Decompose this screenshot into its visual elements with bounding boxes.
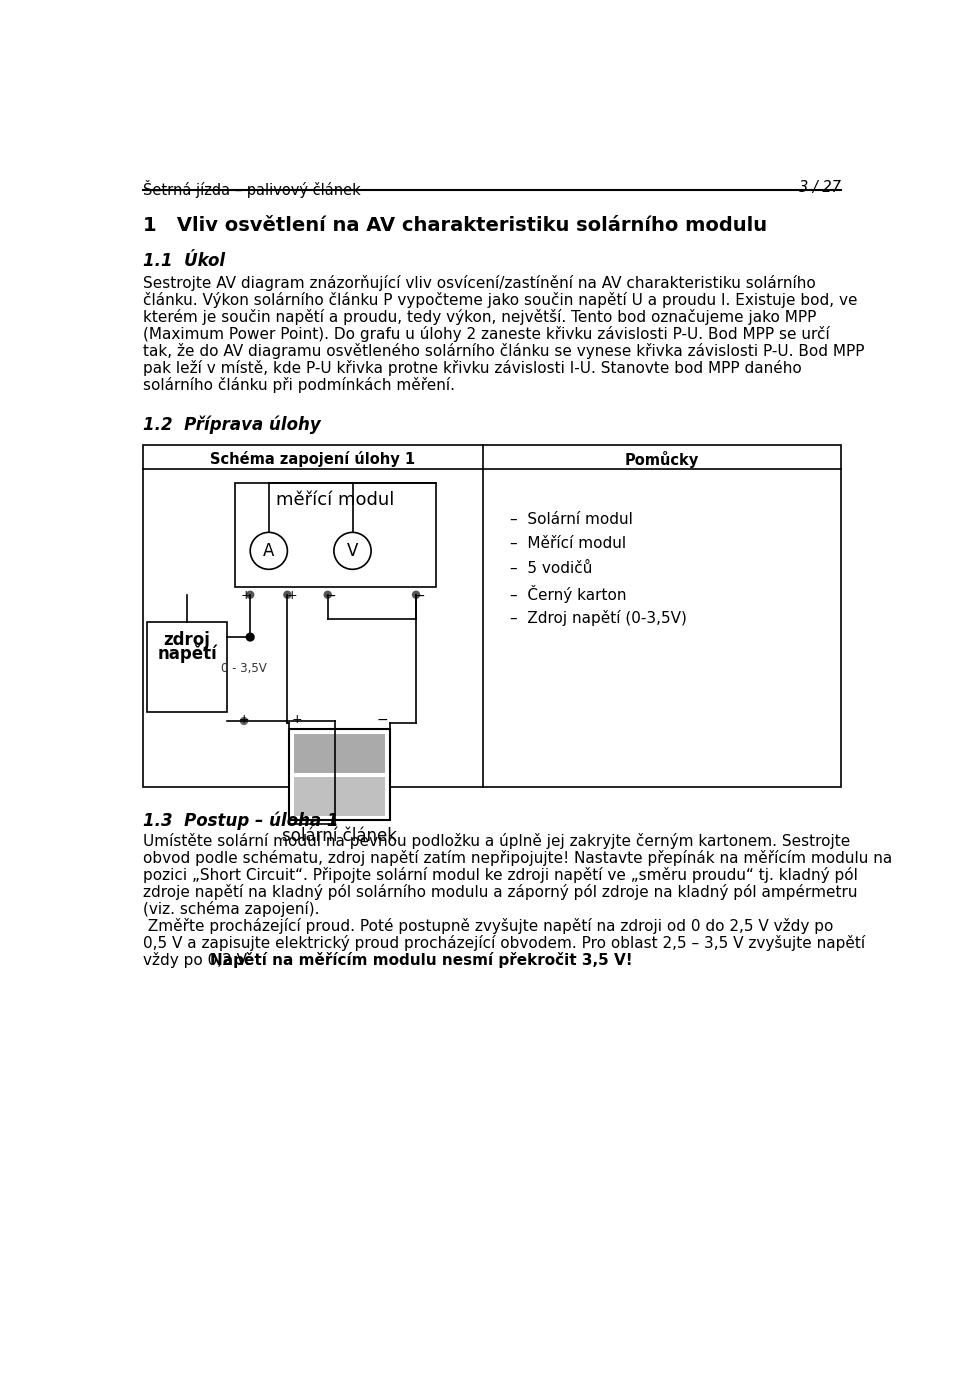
Text: –  5 vodičů: – 5 vodičů (510, 561, 592, 576)
Text: (viz. schéma zapojení).: (viz. schéma zapojení). (143, 901, 320, 918)
Bar (294, 734, 385, 773)
Circle shape (247, 633, 254, 641)
Bar (143, 445, 841, 788)
Text: –  Černý karton: – Černý karton (510, 586, 626, 604)
Text: Šetrná jízda – palivový článek: Šetrná jízda – palivový článek (143, 180, 361, 198)
Text: Změřte procházející proud. Poté postupně zvyšujte napětí na zdroji od 0 do 2,5 V: Změřte procházející proud. Poté postupně… (143, 918, 833, 934)
Text: zdroj: zdroj (163, 632, 210, 650)
Text: vždy po 0,2 V.: vždy po 0,2 V. (143, 952, 255, 967)
Text: 0 - 3,5V: 0 - 3,5V (221, 662, 267, 674)
Text: 1   Vliv osvětlení na AV charakteristiku solárního modulu: 1 Vliv osvětlení na AV charakteristiku s… (143, 216, 767, 235)
Text: obvod podle schématu, zdroj napětí zatím nepřipojujte! Nastavte přepínák na měří: obvod podle schématu, zdroj napětí zatím… (143, 850, 893, 867)
Text: 1.1  Úkol: 1.1 Úkol (143, 252, 226, 269)
Text: –  Zdroj napětí (0-3,5V): – Zdroj napětí (0-3,5V) (510, 609, 686, 626)
Text: pozici „Short Circuit“. Připojte solární modul ke zdroji napětí ve „směru proudu: pozici „Short Circuit“. Připojte solární… (143, 868, 858, 883)
Text: –  Solární modul: – Solární modul (510, 511, 633, 527)
Bar (147, 622, 227, 712)
Text: –  Měřící modul: – Měřící modul (510, 536, 626, 551)
Circle shape (334, 532, 372, 569)
Circle shape (247, 591, 253, 598)
Text: solární článek: solární článek (282, 826, 396, 844)
Text: +: + (239, 713, 250, 727)
Text: −: − (376, 712, 388, 727)
Text: 0,5 V a zapisujte elektrický proud procházející obvodem. Pro oblast 2,5 – 3,5 V : 0,5 V a zapisujte elektrický proud proch… (143, 936, 865, 951)
Text: pak leží v místě, kde P-U křivka protne křivku závislosti I-U. Stanovte bod MPP : pak leží v místě, kde P-U křivka protne … (143, 359, 802, 376)
Text: zdroje napětí na kladný pól solárního modulu a záporný pól zdroje na kladný pól : zdroje napětí na kladný pól solárního mo… (143, 884, 857, 900)
Text: Napětí na měřícím modulu nesmí překročit 3,5 V!: Napětí na měřícím modulu nesmí překročit… (210, 952, 633, 967)
Text: +: + (287, 589, 298, 601)
Text: −: − (325, 589, 337, 603)
Circle shape (251, 532, 287, 569)
Text: článku. Výkon solárního článku P vypočteme jako součin napětí U a proudu I. Exis: článku. Výkon solárního článku P vypočte… (143, 292, 857, 308)
Text: tak, že do AV diagramu osvětleného solárního článku se vynese křivka závislosti : tak, že do AV diagramu osvětleného solár… (143, 343, 865, 359)
Text: 1.2  Příprava úlohy: 1.2 Příprava úlohy (143, 416, 321, 434)
Text: Schéma zapojení úlohy 1: Schéma zapojení úlohy 1 (210, 451, 416, 467)
Text: +: + (240, 589, 251, 601)
Bar (294, 777, 385, 815)
Text: napětí: napětí (157, 645, 217, 663)
Circle shape (241, 717, 248, 724)
Circle shape (413, 591, 420, 598)
Text: +: + (292, 713, 302, 727)
Circle shape (324, 591, 331, 598)
Bar (289, 730, 390, 821)
Bar (234, 484, 436, 587)
Text: 1.3  Postup – úloha 1: 1.3 Postup – úloha 1 (143, 811, 339, 831)
Text: kterém je součin napětí a proudu, tedy výkon, největší. Tento bod označujeme jak: kterém je součin napětí a proudu, tedy v… (143, 310, 817, 325)
Text: Umístěte solární modul na pevnou podložku a úplně jej zakryjte černým kartonem. : Umístěte solární modul na pevnou podložk… (143, 833, 851, 850)
Text: (Maximum Power Point). Do grafu u úlohy 2 zaneste křivku závislosti P-U. Bod MPP: (Maximum Power Point). Do grafu u úlohy … (143, 326, 830, 341)
Circle shape (284, 591, 291, 598)
Text: 3 / 27: 3 / 27 (799, 180, 841, 195)
Text: A: A (263, 542, 275, 560)
Text: měřící modul: měřící modul (276, 491, 395, 509)
Text: V: V (347, 542, 358, 560)
Text: Pomůcky: Pomůcky (625, 451, 699, 467)
Text: solárního článku při podmínkách měření.: solárního článku při podmínkách měření. (143, 377, 455, 392)
Text: −: − (414, 589, 425, 603)
Text: Sestrojte AV diagram znázorňující vliv osvícení/zastínění na AV charakteristiku : Sestrojte AV diagram znázorňující vliv o… (143, 275, 816, 292)
